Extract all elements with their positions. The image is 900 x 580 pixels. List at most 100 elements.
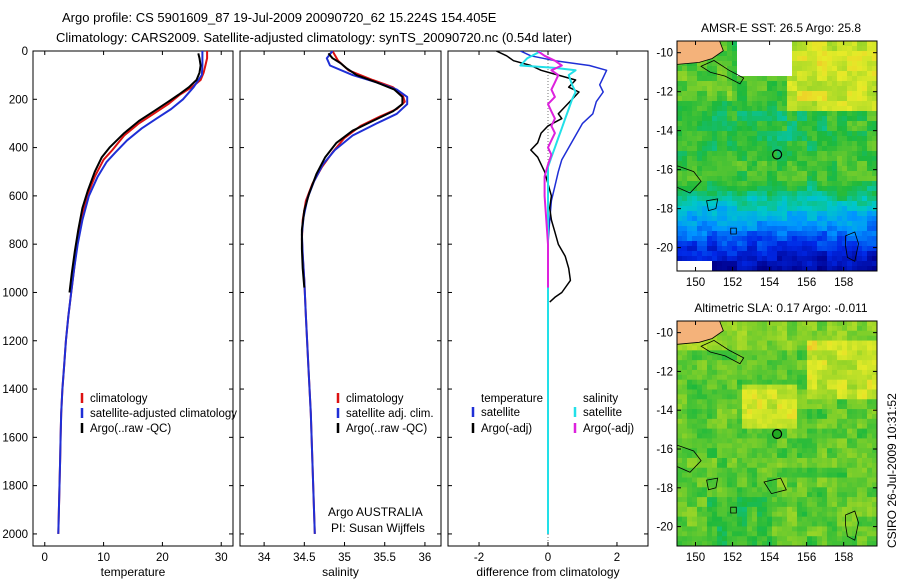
map-cell — [717, 438, 723, 444]
legend: temperature salinitysatelliteArgo(-adj)sa… — [471, 393, 634, 435]
map-cell — [787, 399, 793, 405]
map-cell — [802, 472, 808, 478]
map-cell — [872, 186, 877, 192]
map-cell — [717, 335, 723, 341]
map-cell — [732, 389, 738, 395]
map-cell — [817, 236, 823, 242]
map-cell — [752, 146, 758, 152]
map-cell — [787, 71, 793, 77]
map-cell — [792, 355, 798, 361]
map-cell — [737, 206, 743, 212]
map-cell — [747, 321, 753, 327]
map-cell — [782, 61, 788, 67]
map-cell — [682, 156, 688, 162]
map-cell — [742, 379, 748, 385]
map-cell — [767, 246, 773, 252]
map-cell — [827, 56, 833, 62]
map-cell — [682, 196, 688, 202]
map-cell — [677, 536, 683, 542]
map-cell — [867, 423, 873, 430]
map-cell — [767, 457, 773, 464]
map-cell — [752, 467, 758, 474]
map-cell — [777, 365, 783, 371]
map-cell — [812, 126, 818, 132]
map-cell — [762, 236, 768, 242]
map-cell — [732, 126, 738, 132]
map-cell — [777, 492, 783, 498]
map-cell — [832, 511, 838, 518]
map-cell — [697, 413, 703, 420]
map-cell — [722, 231, 728, 237]
map-cell — [777, 501, 783, 508]
map-cell — [852, 374, 858, 381]
map-cell — [702, 261, 708, 267]
map-cell — [682, 389, 688, 395]
map-cell — [757, 71, 763, 77]
map-cell — [797, 96, 803, 102]
map-cell — [787, 384, 793, 390]
map-cell — [847, 106, 853, 112]
map-cell — [702, 453, 708, 459]
map-cell — [757, 151, 763, 157]
map-cell — [722, 106, 728, 112]
map-cell — [692, 66, 698, 72]
map-cell — [742, 131, 748, 137]
map-cell — [782, 116, 788, 122]
map-cell — [762, 206, 768, 212]
map-cell — [842, 443, 848, 449]
map-cell — [767, 81, 773, 87]
map-cell — [687, 501, 693, 508]
map-cell — [792, 443, 798, 449]
map-cell — [697, 211, 703, 217]
map-cell — [867, 46, 873, 52]
map-cell — [732, 196, 738, 202]
map-cell — [732, 516, 738, 522]
map-cell — [807, 433, 813, 439]
series-line-red — [300, 51, 406, 534]
map-cell — [832, 46, 838, 52]
map-cell — [687, 86, 693, 92]
map-cell — [712, 126, 718, 132]
map-cell — [712, 81, 718, 87]
map-cell — [707, 216, 713, 222]
map-cell — [752, 156, 758, 162]
map-cell — [797, 136, 803, 142]
map-cell — [792, 457, 798, 464]
map-cell — [797, 166, 803, 172]
reef-outline — [706, 477, 719, 491]
map-cell — [687, 261, 693, 267]
map-cell — [832, 261, 838, 267]
map-cell — [807, 482, 813, 488]
map-cell — [837, 196, 843, 202]
map-cell — [787, 256, 793, 262]
map-cell — [737, 76, 743, 82]
map-cell — [827, 101, 833, 107]
map-cell — [742, 389, 748, 395]
map-cell — [847, 246, 853, 252]
map-cell — [747, 521, 753, 527]
map-cell — [767, 196, 773, 202]
map-cell — [702, 81, 708, 87]
map-cell — [867, 56, 873, 62]
map-cell — [727, 106, 733, 112]
map-cell — [792, 526, 798, 532]
map-cell — [787, 131, 793, 137]
map-cell — [757, 355, 763, 361]
map-cell — [852, 81, 858, 87]
map-cell — [852, 101, 858, 107]
map-cell — [677, 350, 683, 356]
map-cell — [722, 166, 728, 172]
map-cell — [682, 111, 688, 117]
map-cell — [707, 171, 713, 177]
map-cell — [677, 181, 683, 187]
map-cell — [747, 166, 753, 172]
map-cell — [782, 226, 788, 232]
map-cell — [737, 46, 743, 52]
map-cell — [777, 131, 783, 137]
map-cell — [682, 126, 688, 132]
map-cell — [762, 161, 768, 167]
map-cell — [837, 457, 843, 464]
map-cell — [757, 516, 763, 522]
map-cell — [677, 462, 683, 469]
y-tick-label: -18 — [656, 483, 673, 495]
